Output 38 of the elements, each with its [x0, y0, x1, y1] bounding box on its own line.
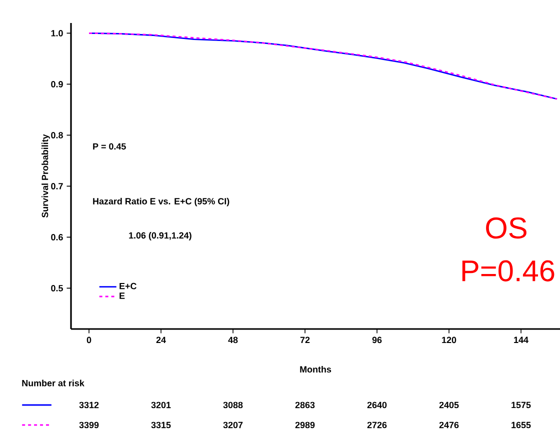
annotation: Hazard Ratio E vs. E+C (95% CI) [93, 198, 230, 206]
y-tick-label: 0.5 [51, 285, 63, 292]
y-axis-title: Survival Probability [42, 134, 50, 218]
text: 1575 [512, 402, 531, 408]
x-axis-title: Months [300, 366, 332, 373]
y-tick-label: 0.7 [51, 183, 63, 190]
text: 3088 [223, 402, 243, 408]
x-tick-label: 0 [86, 336, 92, 344]
annotation: P = 0.45 [93, 143, 126, 150]
annotation: 1.06 (0.91,1.24) [129, 232, 192, 240]
x-tick-label: 24 [156, 336, 166, 344]
text: 3312 [79, 402, 99, 408]
y-tick-label: 0.9 [51, 81, 63, 88]
legend-label: E+C [120, 282, 136, 290]
text: Number at risk [22, 380, 84, 386]
y-tick-label: 0.8 [51, 132, 63, 138]
text: 2640 [367, 402, 387, 408]
legend-label: E [120, 292, 125, 299]
x-tick-label: 48 [228, 336, 238, 344]
text: 3207 [223, 422, 243, 428]
text: 3399 [79, 422, 99, 428]
text: 2863 [295, 402, 315, 408]
text: 2476 [439, 422, 459, 428]
text: 2405 [439, 402, 459, 408]
annotation: OS [486, 217, 526, 239]
text: 3315 [151, 422, 171, 428]
line-series [88, 32, 558, 100]
text: 2989 [295, 422, 315, 428]
y-tick-label: 1.0 [51, 30, 63, 36]
text: 3201 [151, 402, 171, 408]
x-tick-label: 120 [442, 336, 456, 344]
y-tick-label: 0.6 [51, 234, 63, 240]
x-tick-label: 144 [514, 336, 528, 343]
x-tick-label: 96 [372, 336, 382, 344]
text: 2726 [367, 422, 387, 428]
x-tick-label: 72 [300, 336, 310, 344]
text: 1655 [512, 422, 531, 428]
annotation: P=0.46 [462, 260, 554, 282]
